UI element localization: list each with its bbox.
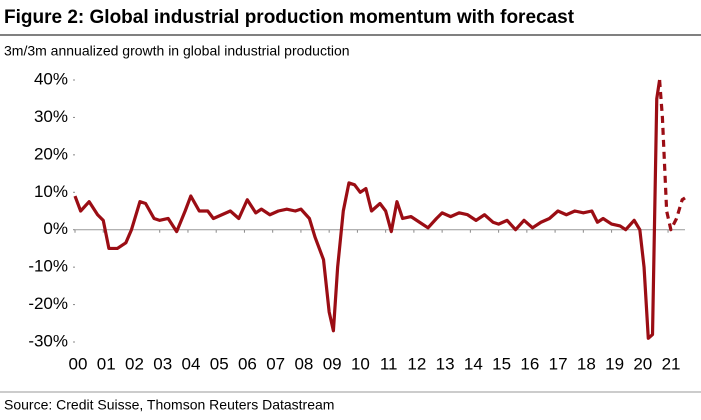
x-tick-label: 04 — [182, 354, 201, 373]
x-tick-label: 17 — [549, 354, 568, 373]
x-tick-label: 10 — [351, 354, 370, 373]
y-tick-label: 0% — [43, 219, 68, 238]
x-tick-label: 09 — [323, 354, 342, 373]
y-tick-label: -20% — [28, 294, 68, 313]
x-tick-label: 03 — [153, 354, 172, 373]
source: Source: Credit Suisse, Thomson Reuters D… — [4, 397, 334, 413]
x-tick-label: 19 — [605, 354, 624, 373]
y-tick-label: 30% — [34, 107, 68, 126]
x-tick-label: 14 — [464, 354, 483, 373]
x-tick-label: 00 — [69, 354, 88, 373]
x-tick-label: 01 — [97, 354, 116, 373]
y-tick-label: -30% — [28, 331, 68, 350]
y-tick-label: 40% — [34, 69, 68, 88]
x-tick-label: 16 — [520, 354, 539, 373]
x-tick-label: 20 — [633, 354, 652, 373]
x-tick-label: 21 — [662, 354, 681, 373]
x-tick-label: 02 — [125, 354, 144, 373]
x-tick-label: 08 — [294, 354, 313, 373]
chart-subtitle: 3m/3m annualized growth in global indust… — [4, 43, 350, 59]
data-line — [657, 79, 686, 232]
x-tick-label: 07 — [266, 354, 285, 373]
x-tick-label: 06 — [238, 354, 257, 373]
x-tick-label: 15 — [492, 354, 511, 373]
x-tick-label: 05 — [210, 354, 229, 373]
x-tick-label: 18 — [577, 354, 596, 373]
chart-title: Figure 2: Global industrial production m… — [4, 7, 575, 28]
x-tick-label: 12 — [407, 354, 426, 373]
x-tick-label: 13 — [436, 354, 455, 373]
y-tick-label: 20% — [34, 144, 68, 163]
y-tick-label: -10% — [28, 257, 68, 276]
data-line — [73, 79, 662, 340]
x-tick-label: 11 — [380, 354, 398, 373]
y-tick-label: 10% — [34, 182, 68, 201]
